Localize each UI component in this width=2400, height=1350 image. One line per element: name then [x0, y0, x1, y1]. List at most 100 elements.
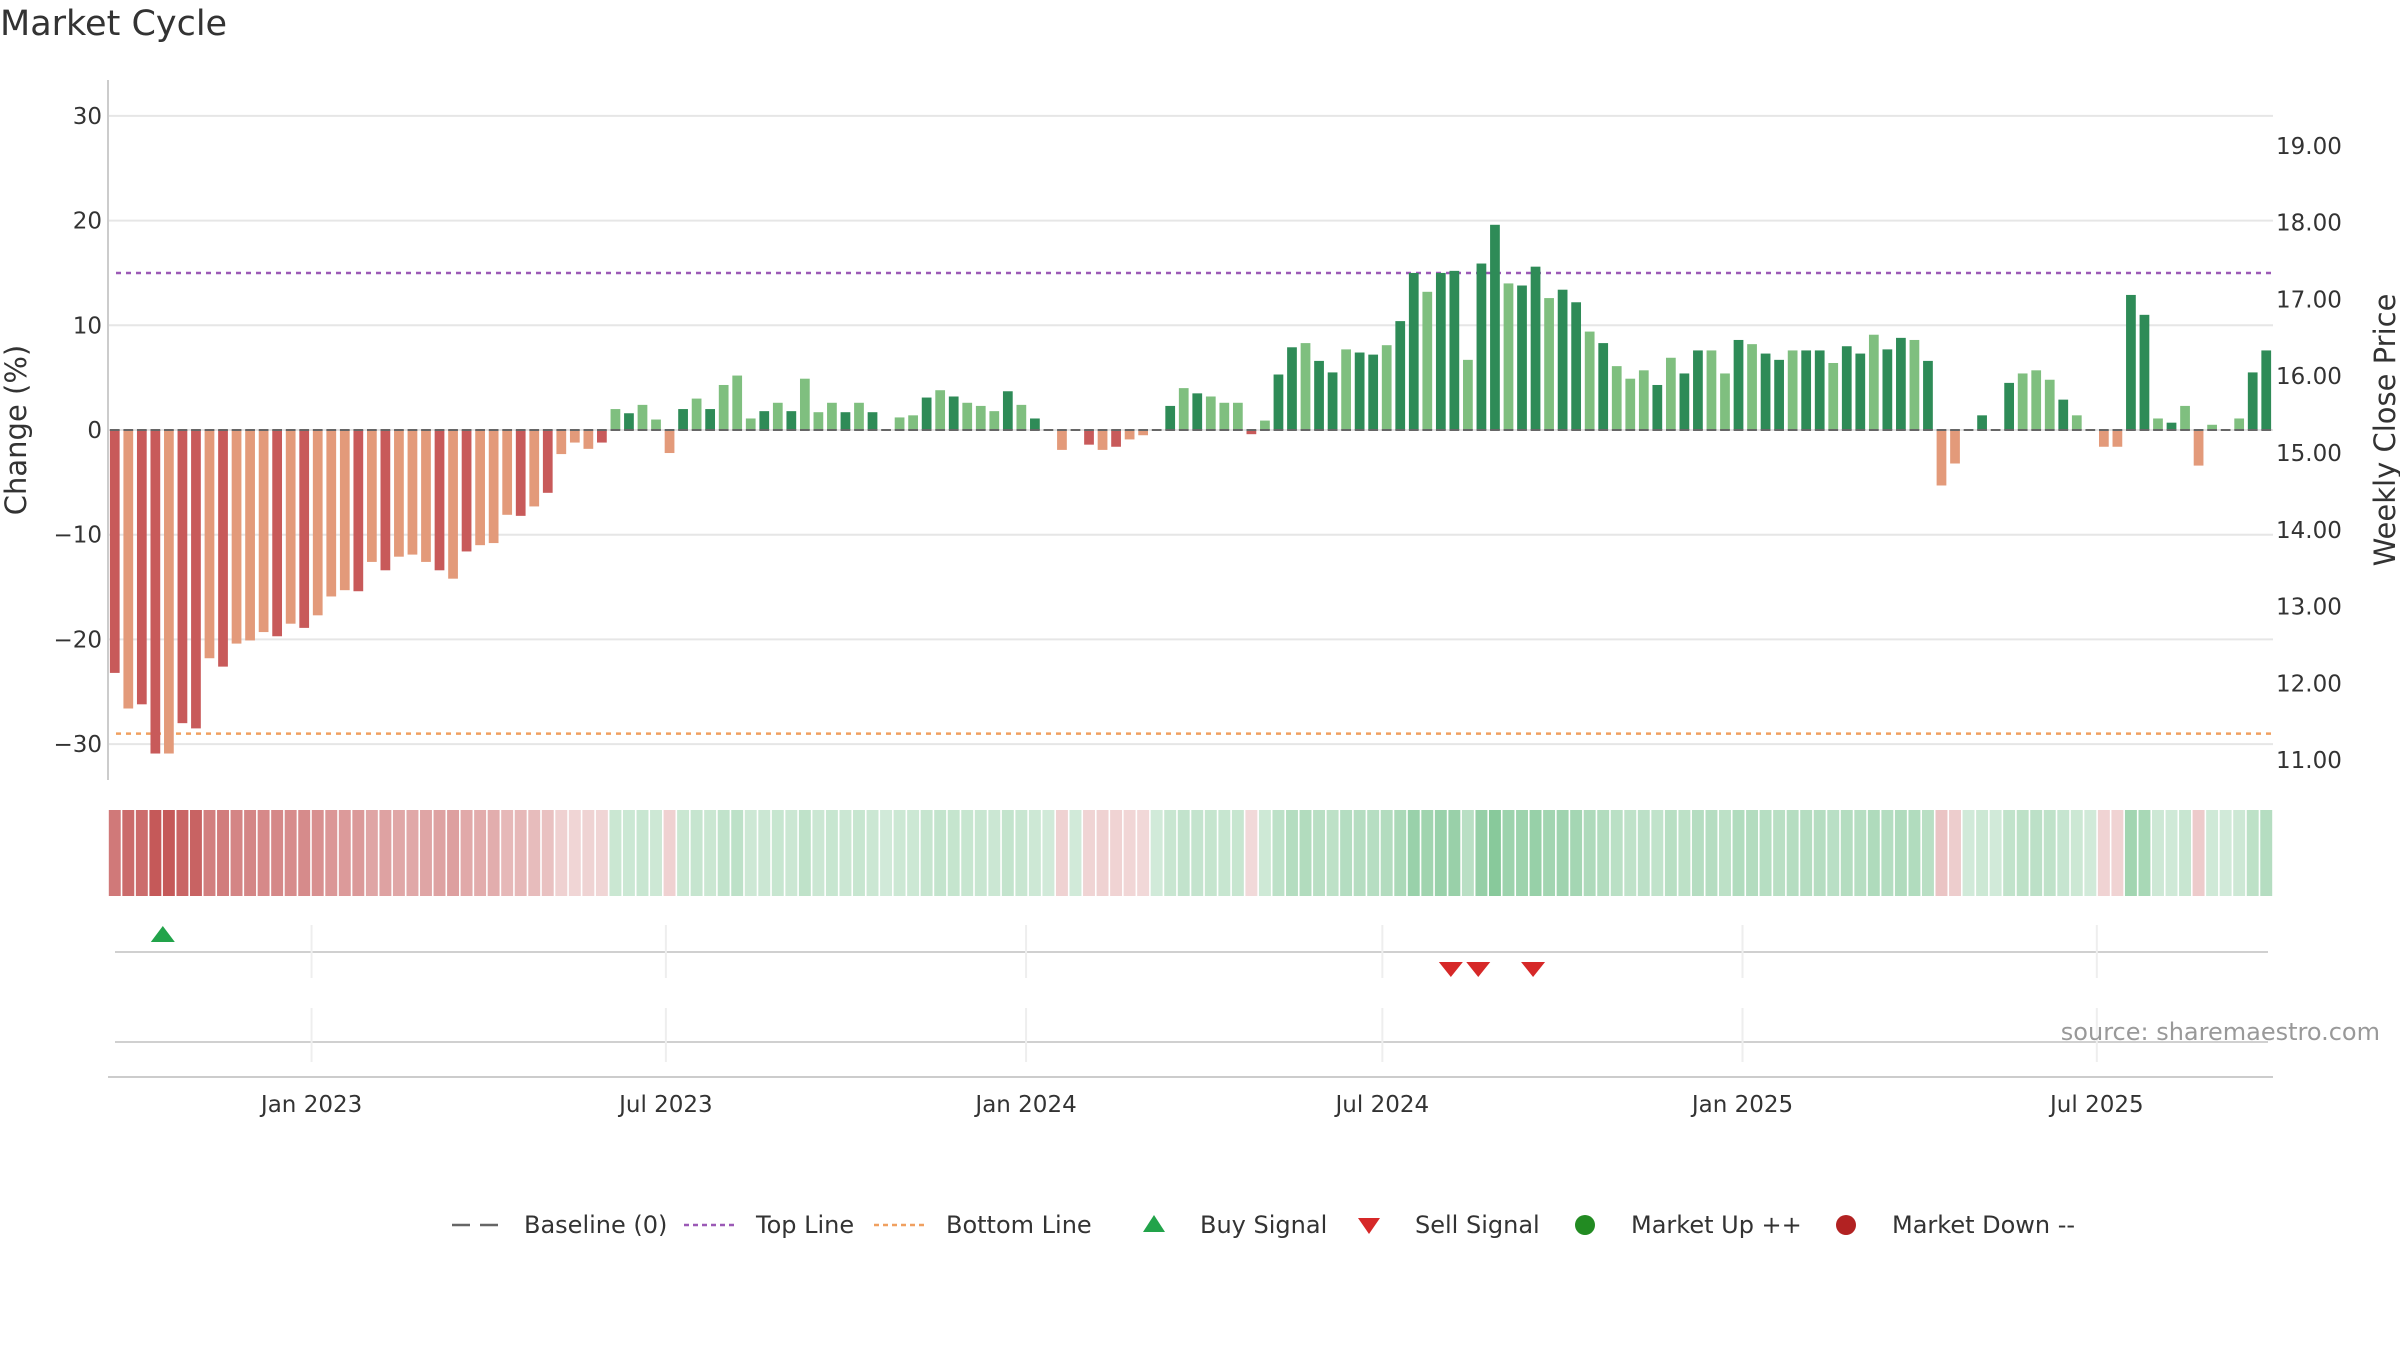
heat-cell	[1556, 810, 1569, 896]
heat-cell	[1529, 810, 1542, 896]
heat-cell	[812, 810, 825, 896]
heat-cell	[1570, 810, 1583, 896]
bar	[1828, 362, 1839, 430]
heat-cell	[2260, 810, 2273, 896]
heat-cell	[1380, 810, 1393, 896]
heat-cell	[352, 810, 365, 896]
legend-item: Top Line	[684, 1211, 854, 1239]
y-tick-label-left: −20	[53, 627, 102, 653]
heat-cell	[1502, 810, 1515, 896]
heat-cell	[2206, 810, 2219, 896]
legend-label: Baseline (0)	[524, 1211, 667, 1239]
bar	[1178, 388, 1189, 430]
heat-cell	[2030, 810, 2043, 896]
bar	[191, 430, 201, 729]
heat-cell	[1800, 810, 1813, 896]
heat-cell	[1664, 810, 1677, 896]
bar	[272, 430, 283, 637]
bar	[691, 398, 702, 430]
y-tick-label-right: 12.00	[2276, 671, 2342, 697]
y-tick-label-right: 15.00	[2276, 441, 2342, 467]
heat-cell	[839, 810, 852, 896]
y-tick-label-right: 14.00	[2276, 518, 2342, 544]
heat-cell	[176, 810, 189, 896]
bar	[245, 430, 255, 641]
heat-cell	[541, 810, 554, 896]
bar	[2166, 422, 2177, 430]
bar	[1652, 384, 1663, 430]
heat-cell	[1353, 810, 1366, 896]
heat-cell	[1597, 810, 1610, 896]
y-tick-label-right: 13.00	[2276, 595, 2342, 621]
bar	[867, 412, 878, 430]
heat-cell	[1299, 810, 1312, 896]
heat-cell	[420, 810, 432, 896]
heat-cell	[365, 810, 378, 896]
heat-cell	[1989, 810, 2002, 896]
heat-cell	[731, 810, 744, 896]
x-tick-label: Jan 2023	[259, 1092, 362, 1118]
bar	[1977, 415, 1987, 430]
heat-cell	[1949, 810, 1961, 896]
y-tick-label-left: 10	[73, 313, 102, 339]
heat-cell	[1732, 810, 1745, 896]
y-tick-label-left: −30	[53, 732, 102, 758]
sell-signal-marker	[1466, 962, 1491, 977]
heat-cell	[108, 810, 121, 896]
bar	[2193, 430, 2204, 466]
bar	[1882, 349, 1893, 430]
heat-cell	[974, 810, 987, 896]
heat-cell	[1976, 810, 1989, 896]
grid-lines	[108, 114, 2273, 746]
heat-cell	[866, 810, 879, 896]
bar	[1057, 430, 1067, 450]
legend-item: Bottom Line	[874, 1211, 1092, 1239]
heat-cell	[311, 810, 324, 896]
heat-cell	[622, 810, 635, 896]
bar	[1287, 347, 1297, 430]
bar	[1002, 391, 1013, 430]
bar	[962, 402, 973, 430]
heat-cell	[1719, 810, 1731, 896]
bar	[1665, 357, 1676, 430]
bar	[488, 430, 499, 544]
source-label: source: sharemaestro.com	[2061, 1018, 2380, 1046]
bar	[1124, 430, 1135, 440]
heat-cell	[1935, 810, 1948, 896]
legend-item: Buy Signal	[1143, 1211, 1327, 1239]
heat-cell	[257, 810, 270, 896]
bar	[407, 430, 418, 555]
heat-cell	[284, 810, 297, 896]
bar	[1354, 352, 1365, 430]
legend-buy-icon	[1143, 1215, 1165, 1232]
bar	[421, 430, 431, 562]
heat-cell	[474, 810, 487, 896]
bar	[975, 405, 986, 430]
heat-cell	[2097, 810, 2110, 896]
heat-cell	[1286, 810, 1298, 896]
bar	[651, 419, 661, 430]
bar	[1246, 430, 1257, 435]
heat-cell	[514, 810, 527, 896]
legend-sell-icon	[1358, 1218, 1380, 1234]
legend-label: Top Line	[755, 1211, 854, 1239]
heat-cell	[2138, 810, 2151, 896]
bar	[1449, 270, 1460, 430]
bar	[1950, 430, 1960, 464]
bar	[2153, 418, 2163, 430]
x-tick-label: Jul 2023	[617, 1092, 713, 1118]
bar	[1855, 353, 1866, 430]
heat-cell	[758, 810, 771, 896]
bar	[1693, 350, 1703, 430]
heat-cell	[1894, 810, 1907, 896]
bar	[1747, 344, 1757, 430]
bar	[732, 375, 743, 430]
bar	[813, 412, 824, 430]
bar	[772, 402, 783, 430]
heat-cell	[2152, 810, 2164, 896]
legend-label: Market Down --	[1892, 1211, 2075, 1239]
bar	[1490, 224, 1500, 430]
x-tick-label: Jan 2025	[1690, 1092, 1793, 1118]
heat-cell	[1177, 810, 1190, 896]
